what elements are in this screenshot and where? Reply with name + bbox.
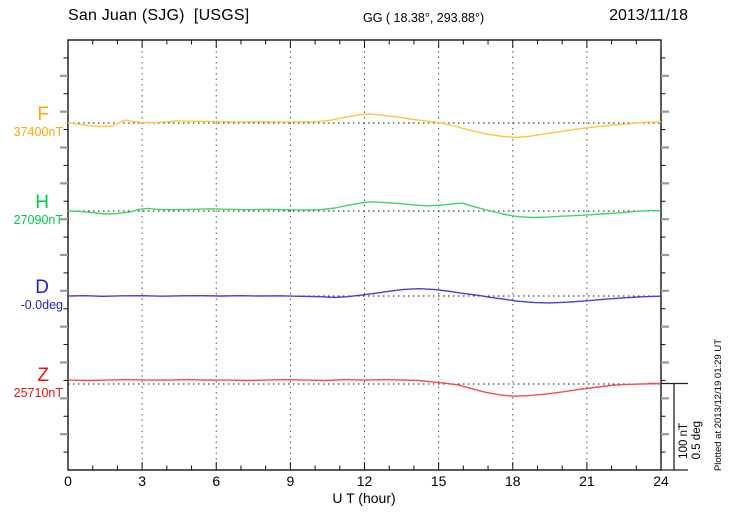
channel-letter: F <box>37 104 49 125</box>
x-tick-label: 21 <box>579 473 595 489</box>
trace-H <box>67 201 661 219</box>
x-axis-label: U T (hour) <box>332 490 396 506</box>
scale-bar-label-deg: 0.5 deg <box>691 420 703 459</box>
channel-label-Z: Z 25710nT <box>0 366 64 400</box>
trace-D <box>67 288 662 304</box>
trace-Z <box>67 378 662 397</box>
gg-coordinates: GG ( 18.38°, 293.88°) <box>363 11 485 25</box>
channel-label-F: F 37400nT <box>0 105 64 139</box>
channel-label-H: H 27090nT <box>0 193 64 227</box>
x-tick-label: 3 <box>138 473 147 489</box>
x-axis-tick-labels: 0 3 6 9 12 15 18 21 24 <box>0 473 730 489</box>
channel-value: -0.0deg <box>20 298 63 312</box>
x-tick-label: 24 <box>653 473 669 489</box>
x-tick-label: 18 <box>504 473 521 489</box>
x-tick-label: 0 <box>64 473 72 489</box>
channel-value: 25710nT <box>13 386 63 400</box>
x-tick-label: 6 <box>212 473 221 489</box>
x-tick-label: 15 <box>430 473 447 489</box>
channel-value: 27090nT <box>13 213 63 227</box>
x-tick-label: 9 <box>286 473 295 489</box>
x-tick-label: 12 <box>356 473 373 489</box>
channel-label-D: D -0.0deg <box>0 278 64 312</box>
channel-letter: D <box>35 277 49 298</box>
channel-letter: Z <box>37 365 49 386</box>
plotted-timestamp: Plotted at 2013/12/19 01:29 UT <box>713 338 724 471</box>
plot-date: 2013/11/18 <box>609 7 688 24</box>
station-title: San Juan (SJG) [USGS] <box>68 7 250 24</box>
channel-letter: H <box>35 192 49 213</box>
channel-value: 37400nT <box>13 125 63 139</box>
trace-F <box>67 113 661 139</box>
scale-bar-label-nt: 100 nT <box>678 423 690 459</box>
